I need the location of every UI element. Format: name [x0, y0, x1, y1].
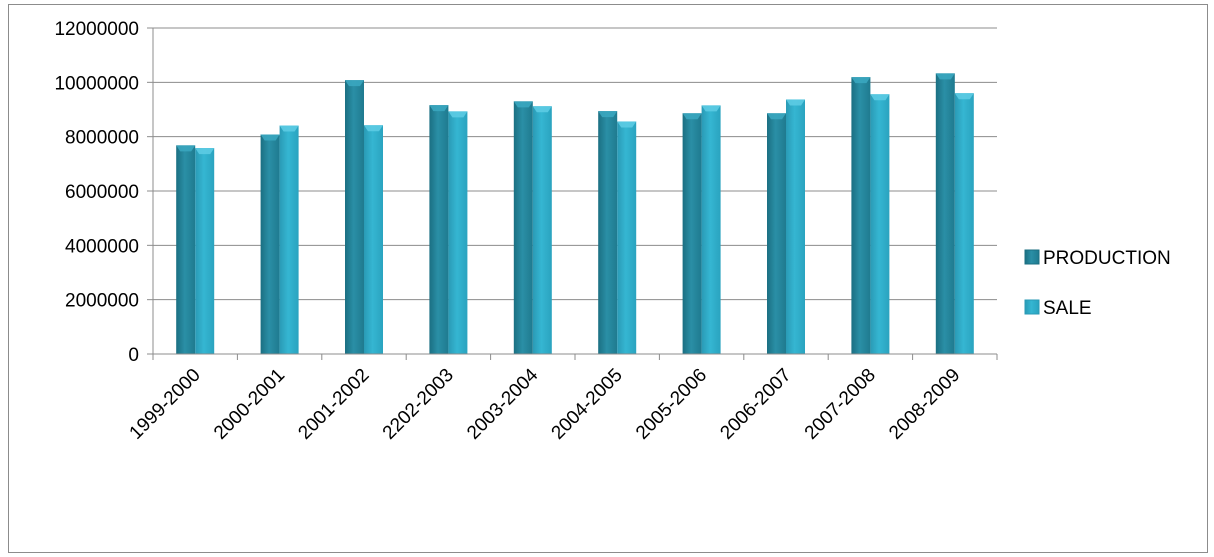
bar-sale-2004-2005	[617, 121, 637, 354]
bar-production-2006-2007	[767, 113, 786, 354]
bar	[364, 125, 383, 354]
x-tick-label: 2000-2001	[210, 365, 289, 444]
bar	[448, 111, 468, 354]
bar	[598, 111, 618, 354]
x-tick-label: 2003-2004	[463, 364, 542, 443]
bar-production-2001-2002	[345, 80, 364, 354]
bar	[701, 105, 721, 354]
x-tick-label: 2007-2008	[801, 365, 880, 444]
legend-label: PRODUCTION	[1043, 248, 1171, 269]
bar	[935, 73, 955, 354]
bar-cap	[279, 125, 299, 132]
bar	[429, 105, 449, 354]
y-tick-label: 6000000	[65, 182, 139, 203]
legend-label: SALE	[1043, 298, 1092, 319]
bar-cap	[617, 121, 637, 128]
bar	[195, 148, 215, 354]
bar-sale-2202-2003	[448, 111, 468, 354]
bar-cap	[260, 134, 280, 141]
y-tick-label: 0	[128, 345, 139, 366]
bar-sale-2003-2004	[532, 106, 552, 355]
x-tick-label: 2006-2007	[716, 365, 795, 444]
y-tick-label: 10000000	[54, 73, 139, 94]
bar-cap	[767, 113, 786, 120]
bar	[176, 145, 196, 354]
x-tick-label: 2202-2003	[379, 365, 458, 444]
y-tick-label: 8000000	[65, 128, 139, 149]
bar-sale-2007-2008	[870, 94, 890, 354]
bar-cap	[786, 99, 805, 106]
bar-production-2007-2008	[851, 77, 871, 355]
bar	[617, 121, 637, 354]
legend-item-production: PRODUCTION	[1024, 248, 1171, 269]
bar-sale-2000-2001	[279, 125, 299, 354]
bar	[532, 106, 552, 355]
bar-sale-1999-2000	[195, 148, 215, 354]
bar-production-2004-2005	[598, 111, 618, 354]
chart-area: 0 2000000 4000000 6000000 8000000 10000000 120…	[8, 4, 1208, 553]
bar-cap	[176, 145, 196, 152]
bar	[682, 113, 702, 354]
bar	[851, 77, 871, 355]
bar-cap	[851, 77, 871, 84]
legend-swatch	[1024, 249, 1040, 265]
bar-production-2008-2009	[935, 73, 955, 354]
bar	[279, 125, 299, 354]
bar-cap	[345, 80, 364, 87]
x-tick-label: 2004-2005	[548, 365, 627, 444]
bar-sale-2001-2002	[364, 125, 383, 354]
bar	[870, 94, 890, 354]
bar-production-2000-2001	[260, 134, 280, 354]
bar	[345, 80, 364, 354]
bar	[260, 134, 280, 354]
bar-cap	[701, 105, 721, 112]
x-tick-label: 2001-2002	[294, 365, 373, 444]
x-tick-label: 2005-2006	[632, 365, 711, 444]
bar-cap	[935, 73, 955, 80]
legend-item-sale: SALE	[1024, 298, 1092, 319]
bar-cap	[429, 105, 449, 112]
y-tick-label: 12000000	[54, 19, 139, 40]
bar-cap	[870, 94, 890, 101]
bar-production-2003-2004	[513, 101, 533, 354]
x-tick-label: 1999-2000	[126, 365, 205, 444]
x-tick-label: 2008-2009	[885, 365, 964, 444]
bar-sale-2005-2006	[701, 105, 721, 354]
bar-production-2005-2006	[682, 113, 702, 354]
bar-cap	[195, 148, 215, 155]
bar-production-1999-2000	[176, 145, 196, 354]
bar-cap	[682, 113, 702, 120]
bar	[767, 113, 786, 354]
bar-cap	[598, 111, 618, 118]
bar-chart: 0 2000000 4000000 6000000 8000000 10000000 120…	[54, 19, 1171, 444]
bar	[513, 101, 533, 354]
bar	[954, 93, 974, 354]
bar-cap	[448, 111, 468, 118]
bar-cap	[513, 101, 533, 108]
bar-cap	[364, 125, 383, 132]
legend-swatch	[1024, 299, 1040, 315]
bar-cap	[532, 106, 552, 113]
bar-cap	[954, 93, 974, 100]
y-tick-label: 4000000	[65, 236, 139, 257]
bar-sale-2008-2009	[954, 93, 974, 354]
bar	[786, 99, 805, 354]
y-tick-label: 2000000	[65, 291, 139, 312]
bar-sale-2006-2007	[786, 99, 805, 354]
bar-production-2202-2003	[429, 105, 449, 354]
